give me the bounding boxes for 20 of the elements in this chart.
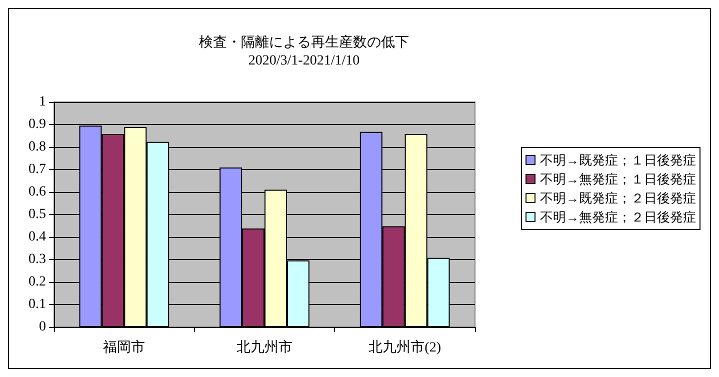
legend-label: 不明→既発症；２日後発症 — [540, 190, 696, 206]
y-tick-label: 1 — [39, 94, 46, 110]
x-tick-label: 北九州市(2) — [368, 340, 442, 356]
y-tick-label: 0.6 — [28, 184, 46, 200]
x-tick-label: 北九州市 — [236, 340, 292, 356]
y-tick-label: 0.8 — [28, 140, 46, 154]
y-tick-label: 0.3 — [28, 252, 46, 267]
x-tick-label: 福岡市 — [103, 340, 146, 356]
y-tick-label: 0.2 — [28, 274, 46, 290]
y-tick-label: 0.4 — [28, 230, 46, 244]
y-tick-label: 0.5 — [28, 207, 46, 222]
chart-title: 検査・隔離による再生産数の低下 — [199, 34, 409, 50]
y-tick-label: 0.9 — [28, 117, 46, 132]
legend-label: 不明→既発症；１日後発症 — [540, 152, 696, 168]
legend-label: 不明→無発症；２日後発症 — [540, 210, 696, 224]
y-tick-label: 0.7 — [28, 162, 46, 177]
y-tick-label: 0 — [39, 320, 46, 334]
y-tick-label: 0.1 — [28, 297, 46, 312]
legend-label: 不明→無発症；１日後発症 — [540, 172, 696, 186]
chart-subtitle: 2020/3/1-2021/1/10 — [248, 54, 360, 68]
